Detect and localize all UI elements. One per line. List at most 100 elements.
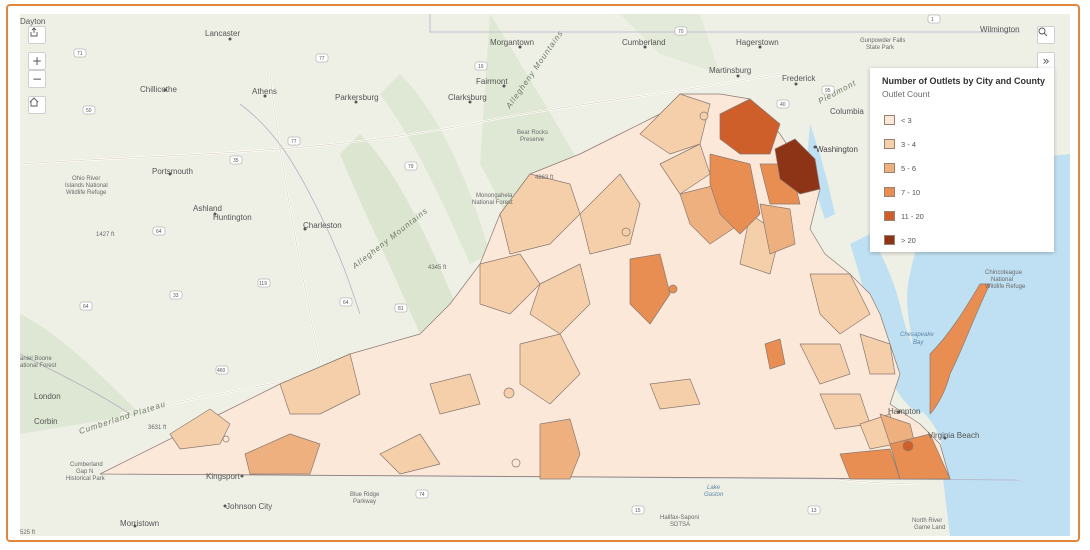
legend-swatch (884, 211, 895, 221)
legend-swatch (884, 163, 895, 173)
place-label: SDTSA (670, 522, 690, 528)
place-label: Cumberland (622, 38, 666, 47)
place-label: Gaston (704, 492, 724, 498)
place-label: Historical Park (66, 476, 106, 482)
legend-swatch (884, 235, 895, 245)
place-label: Halifax-Saponi (660, 515, 699, 521)
highway-shield: 35 (233, 158, 239, 164)
legend-swatch (884, 187, 895, 197)
place-label: London (34, 392, 61, 401)
place-label: Monongahela (476, 193, 513, 199)
place-label: Hampton (888, 407, 920, 416)
search-button[interactable] (1037, 26, 1055, 44)
legend-item: 5 - 6 (884, 162, 916, 174)
highway-shield: 19 (478, 64, 484, 70)
highway-shield: 71 (77, 51, 83, 57)
highway-shield: 70 (678, 29, 684, 35)
place-label: Johnson City (226, 502, 272, 511)
place-label: Bay (913, 340, 924, 346)
highway-shield: 40 (780, 102, 786, 108)
place-label: North River (912, 518, 942, 524)
highway-shield: 1 (931, 17, 934, 23)
legend-item: 11 - 20 (884, 210, 924, 222)
legend-item: > 20 (884, 234, 916, 246)
legend-label: > 20 (901, 235, 916, 245)
place-label: Islands National (65, 183, 108, 189)
legend-label: < 3 (901, 115, 912, 125)
elevation-label: 525 ft (20, 530, 35, 536)
home-button[interactable] (28, 96, 46, 114)
place-label: Ohio River (72, 176, 100, 182)
place-label: Dayton (20, 17, 45, 26)
place-label: Martinsburg (709, 66, 751, 75)
place-label: Wilmington (980, 25, 1020, 34)
highway-shield: 64 (156, 229, 162, 235)
elevation-label: 3631 ft (148, 425, 167, 431)
place-label: Wildlife Refuge (985, 284, 1026, 290)
place-label: Washington (816, 145, 858, 154)
highway-shield: 95 (825, 88, 831, 94)
highway-shield: 77 (319, 56, 325, 62)
highway-shield: 15 (635, 508, 641, 514)
legend-item: 7 - 10 (884, 186, 920, 198)
place-label: Wildlife Refuge (66, 190, 107, 196)
place-label: State Park (866, 45, 895, 51)
highway-shield: 460 (217, 368, 226, 374)
place-label: National Forest (472, 200, 513, 206)
place-label: Chillicothe (140, 85, 177, 94)
place-label: Blue Ridge (350, 492, 380, 498)
search-icon (1038, 27, 1048, 37)
place-label: Cumberland (70, 462, 103, 468)
place-label: Bear Rocks (517, 130, 548, 136)
place-label: Athens (252, 87, 277, 96)
legend-label: 11 - 20 (901, 211, 924, 221)
place-label: Preserve (520, 137, 545, 143)
map-view[interactable]: Lancaster Morgantown Cumberland Hagersto… (20, 14, 1070, 536)
highway-shield: 33 (173, 293, 179, 299)
place-label: ational Forest (20, 363, 57, 369)
place-label: Corbin (34, 417, 58, 426)
place-label: Columbia (830, 107, 864, 116)
home-icon (29, 97, 39, 107)
plus-icon: + (31, 54, 43, 68)
highway-shield: 64 (83, 304, 89, 310)
highway-shield: 119 (259, 281, 267, 287)
place-label: Game Land (914, 525, 945, 531)
legend-swatch (884, 139, 895, 149)
highway-shield: 64 (343, 300, 349, 306)
place-label: Clarksburg (448, 93, 487, 102)
place-label: Kingsport (206, 472, 241, 481)
elevation-label: 4345 ft (428, 265, 447, 271)
zoom-out-button[interactable]: − (28, 70, 46, 88)
place-label: Huntington (213, 213, 252, 222)
place-label: Hagerstown (736, 38, 779, 47)
place-label: Charleston (303, 221, 342, 230)
legend-label: 7 - 10 (901, 187, 921, 197)
place-label: Virginia Beach (928, 431, 979, 440)
elevation-label: 4863 ft (535, 175, 554, 181)
place-label: Parkway (353, 499, 376, 505)
highway-shield: 77 (291, 139, 297, 145)
legend-label: 3 - 4 (901, 139, 917, 149)
chevrons-right-icon: » (1042, 54, 1050, 68)
place-label: Ashland (193, 204, 222, 213)
highway-shield: 13 (811, 508, 817, 514)
place-label: Fairmont (476, 77, 508, 86)
place-label: Gunpowder Falls (860, 38, 905, 44)
place-label: Chincoteague (985, 270, 1023, 276)
place-label: Frederick (782, 74, 816, 83)
legend-panel: Number of Outlets by City and County Out… (870, 68, 1054, 252)
place-label: Morgantown (490, 38, 534, 47)
highway-shield: 74 (419, 492, 425, 498)
legend-swatch (884, 115, 895, 125)
legend-title: Number of Outlets by City and County (882, 76, 1046, 86)
zoom-in-button[interactable]: + (28, 52, 46, 70)
share-button[interactable] (28, 26, 46, 44)
place-label: Morristown (120, 519, 159, 528)
highway-shields: 1 70 71 77 50 40 95 35 79 77 64 19 33 81… (73, 14, 941, 515)
highway-shield: 81 (398, 306, 404, 312)
highway-shield: 50 (86, 108, 92, 114)
elevation-label: 1427 ft (96, 232, 115, 238)
place-label: aniel Boone (20, 356, 52, 362)
minus-icon: − (31, 72, 43, 86)
